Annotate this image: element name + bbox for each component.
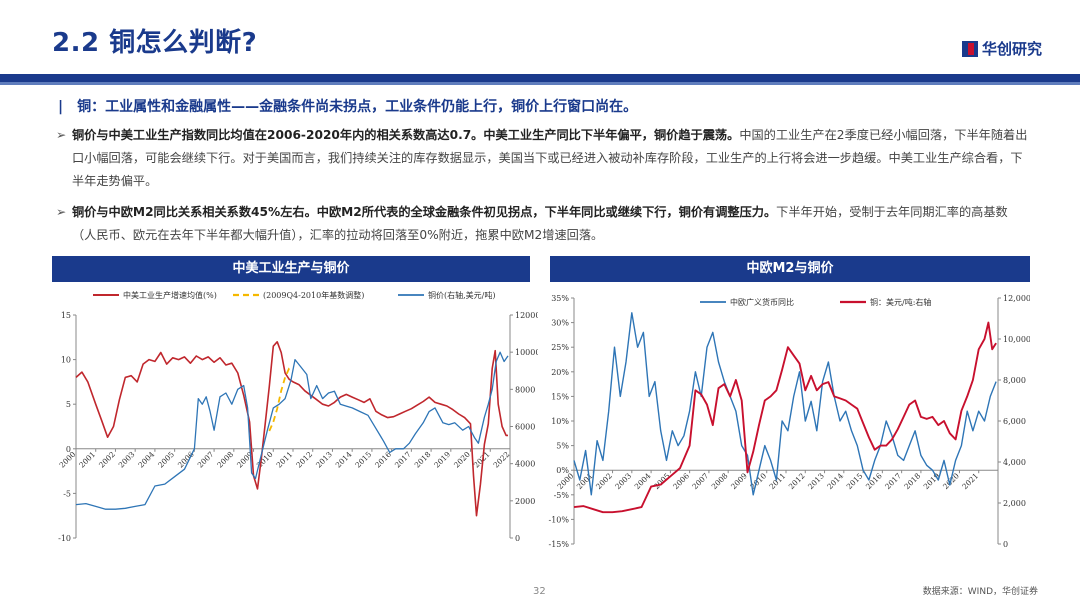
x-tick-label: 2004 — [136, 450, 156, 470]
bullet-1-bold: 铜价与中美工业生产指数同比均值在2006-2020年内的相关系数高达0.7。中美… — [72, 128, 740, 142]
slide-title: 2.2 铜怎么判断? — [52, 28, 258, 58]
legend-label: 中美工业生产增速均值(%) — [123, 290, 217, 300]
chart-1-title: 中美工业生产与铜价 — [52, 256, 530, 282]
chart-1: 151050-5-1012000100008000600040002000020… — [58, 290, 538, 543]
x-tick-label: 2005 — [156, 450, 176, 470]
x-tick-label: 2001 — [77, 450, 97, 470]
bullet-2-bold: 铜价与中欧M2同比关系相关系数45%左右。中欧M2所代表的全球金融条件初见拐点，… — [72, 205, 777, 219]
source-note: 数据来源：WIND，华创证券 — [922, 587, 1038, 597]
left-tick-label: 0% — [556, 466, 569, 475]
right-tick-label: 10,000 — [1003, 335, 1030, 344]
x-tick-label: 2014 — [334, 450, 354, 470]
page-number: 32 — [533, 586, 546, 597]
left-tick-label: 0 — [66, 445, 71, 454]
chart-2: 35% 30% 25% 20% 15% 10% 5% 0% -5% -10% -15% 12,000 1… — [549, 294, 1030, 549]
right-tick-label: 8000 — [515, 385, 535, 394]
x-tick-label: 2009 — [729, 471, 749, 491]
x-tick-label: 2022 — [492, 450, 512, 470]
left-tick-label: 5% — [556, 442, 569, 451]
legend-label: 铜：美元/吨:右轴 — [870, 297, 931, 307]
x-tick-label: 2012 — [787, 471, 807, 491]
x-tick-label: 2016 — [864, 471, 884, 491]
right-tick-label: 4,000 — [1003, 458, 1026, 467]
x-tick-label: 2013 — [314, 450, 334, 470]
right-tick-label: 12000 — [515, 311, 538, 320]
left-tick-label: 15 — [61, 311, 71, 320]
chart-2-title: 中欧M2与铜价 — [550, 256, 1030, 282]
logo-text: 华创研究 — [981, 40, 1042, 58]
x-tick-label: 2017 — [883, 471, 903, 491]
x-tick-label: 2015 — [353, 450, 373, 470]
x-tick-label: 2012 — [294, 450, 314, 470]
right-tick-label: 0 — [1003, 540, 1008, 549]
x-tick-label: 2019 — [432, 450, 452, 470]
x-tick-label: 2000 — [58, 450, 78, 470]
x-tick-label: 2015 — [845, 471, 865, 491]
right-tick-label: 0 — [515, 534, 520, 543]
x-tick-label: 2007 — [196, 450, 216, 470]
left-tick-label: -5 — [63, 489, 71, 498]
left-tick-label: -5% — [554, 491, 570, 500]
x-tick-label: 2003 — [613, 471, 633, 491]
x-tick-label: 2002 — [594, 471, 614, 491]
bullet-2: ➢ 铜价与中欧M2同比关系相关系数45%左右。中欧M2所代表的全球金融条件初见拐… — [56, 201, 1032, 247]
left-tick-label: -15% — [549, 540, 570, 549]
right-tick-label: 6,000 — [1003, 417, 1026, 426]
x-tick-label: 2014 — [825, 471, 845, 491]
x-tick-label: 2005 — [652, 471, 672, 491]
left-tick-label: 20% — [551, 368, 569, 377]
x-tick-label: 2002 — [97, 450, 117, 470]
series-line-2 — [268, 365, 294, 432]
logo-icon — [961, 40, 978, 57]
x-tick-label: 2020 — [452, 450, 472, 470]
x-tick-label: 2021 — [960, 471, 980, 491]
left-tick-label: 15% — [551, 392, 569, 401]
bullet-1-text: 中国的工业生产在2季度已经小幅回落，下半年随着出口小幅回落，可能会继续下行。对于… — [72, 128, 1028, 188]
brand-logo: 华创研究 — [961, 38, 1042, 59]
x-tick-label: 2003 — [117, 450, 137, 470]
left-tick-label: 5 — [66, 400, 71, 409]
bullet-1: ➢ 铜价与中美工业生产指数同比均值在2006-2020年内的相关系数高达0.7。… — [56, 124, 1032, 193]
right-tick-label: 2000 — [515, 497, 535, 506]
right-tick-label: 4000 — [515, 460, 535, 469]
right-tick-label: 2,000 — [1003, 499, 1026, 508]
right-tick-label: 8,000 — [1003, 376, 1026, 385]
x-tick-label: 2013 — [806, 471, 826, 491]
x-tick-label: 2018 — [902, 471, 922, 491]
x-tick-label: 2008 — [710, 471, 730, 491]
left-tick-label: -10% — [549, 515, 570, 524]
x-tick-label: 2017 — [393, 450, 413, 470]
left-tick-label: 10% — [551, 417, 569, 426]
x-tick-label: 2019 — [922, 471, 942, 491]
section-marker-icon: | — [58, 99, 64, 115]
series-line-1 — [573, 312, 997, 496]
bullet-arrow-icon: ➢ — [56, 205, 67, 219]
x-tick-label: 2008 — [215, 450, 235, 470]
left-tick-label: 30% — [551, 319, 569, 328]
left-tick-label: 10 — [61, 356, 71, 365]
section-heading: | 铜：工业属性和金融属性——金融条件尚未拐点，工业条件仍能上行，铜价上行窗口尚在… — [58, 96, 637, 116]
header-divider — [0, 74, 1080, 85]
left-tick-label: -10 — [58, 534, 71, 543]
series-line-1 — [75, 340, 508, 517]
right-tick-label: 12,000 — [1003, 294, 1030, 303]
right-tick-label: 6000 — [515, 423, 535, 432]
right-tick-label: 10000 — [515, 348, 538, 357]
bullet-2-text: 下半年开始，受制于去年同期汇率的高基数（人民币、欧元在去年下半年都大幅升值），汇… — [72, 205, 1008, 242]
x-tick-label: 2011 — [275, 450, 295, 470]
legend-label: (2009Q4-2010年基数调整) — [263, 290, 364, 300]
legend-label: 中欧广义货币同比 — [730, 297, 794, 307]
x-tick-label: 2007 — [690, 471, 710, 491]
legend-label: 铜价(右轴,美元/吨) — [428, 290, 495, 300]
section-title: 铜：工业属性和金融属性——金融条件尚未拐点，工业条件仍能上行，铜价上行窗口尚在。 — [77, 99, 638, 115]
left-tick-label: 35% — [551, 294, 569, 303]
series-line-3 — [75, 351, 509, 510]
series-line-2 — [573, 321, 997, 514]
x-tick-label: 2018 — [413, 450, 433, 470]
left-tick-label: 25% — [551, 343, 569, 352]
bullet-arrow-icon: ➢ — [56, 128, 67, 142]
